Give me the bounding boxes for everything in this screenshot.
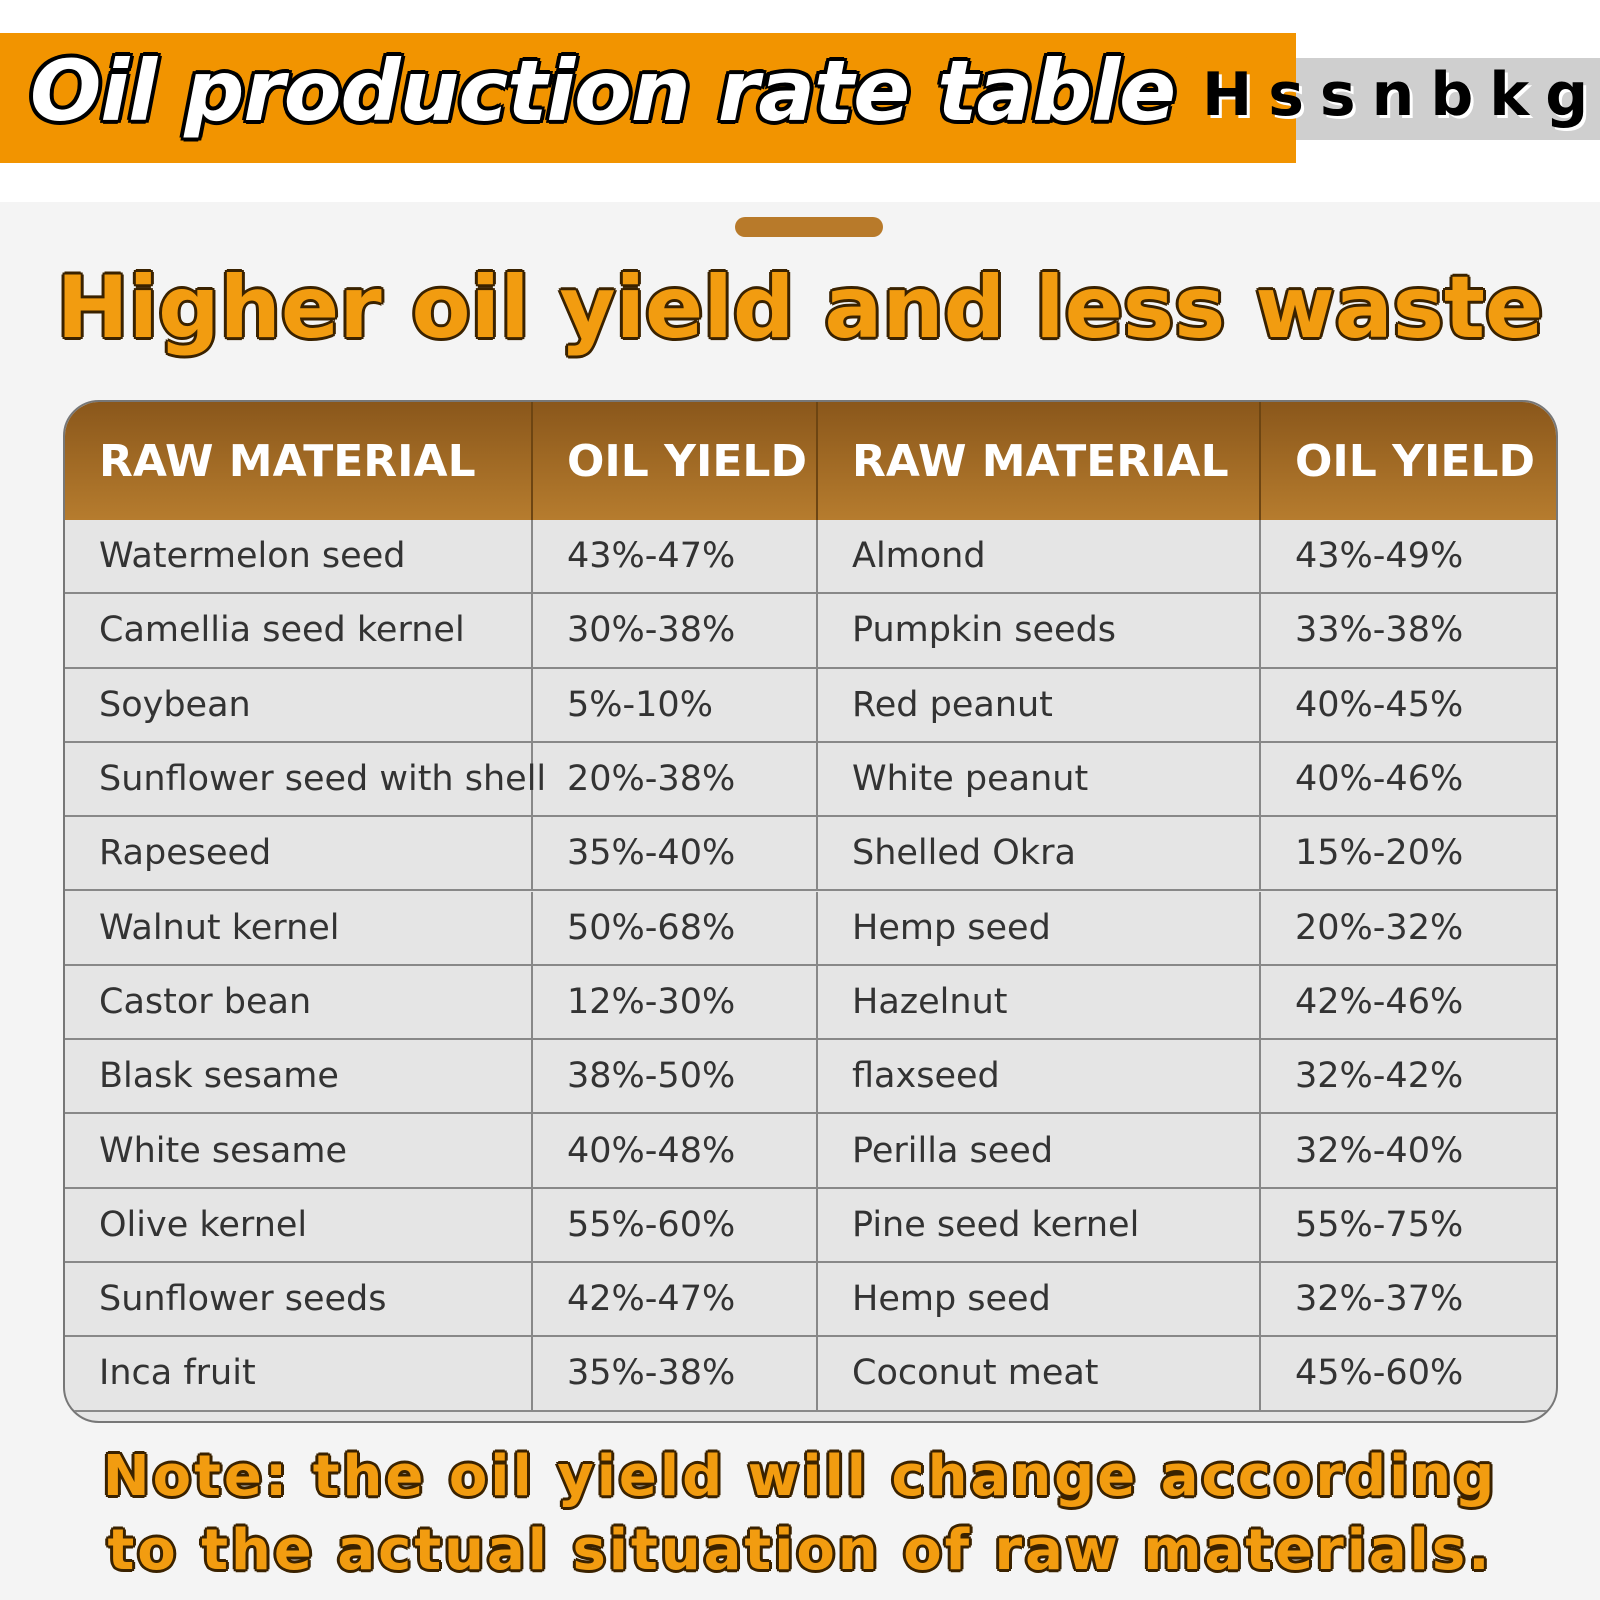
brand: Hssnbkg bbox=[1202, 60, 1600, 130]
table-cell: Almond bbox=[818, 520, 1261, 595]
table-row: Sunflower seed with shell 20%-38% White pe… bbox=[65, 742, 1556, 818]
table-cell: 15%-20% bbox=[1261, 817, 1556, 892]
table-row: Sunflower seeds 42%-47% Hemp seed 32%-37% bbox=[65, 1263, 1556, 1338]
table-cell: 35%-40% bbox=[533, 817, 818, 892]
table-cell: 32%-42% bbox=[1261, 1040, 1556, 1115]
divider-pill bbox=[735, 217, 883, 237]
table-cell: 43%-47% bbox=[533, 520, 818, 595]
table-cell: Hazelnut bbox=[818, 965, 1261, 1041]
table-cell: 55%-60% bbox=[533, 1188, 818, 1263]
table-row: Walnut kernel 50%-68% Hemp seed 20%-32% bbox=[65, 891, 1556, 966]
table-cell: 40%-46% bbox=[1261, 743, 1556, 818]
table-cell: 40%-45% bbox=[1261, 669, 1556, 743]
title-banner bbox=[0, 33, 1296, 163]
header-cell: RAW MATERIAL bbox=[65, 402, 533, 520]
table-cell: 30%-38% bbox=[533, 594, 818, 669]
table-cell: Castor bean bbox=[65, 965, 533, 1041]
table-cell: Soybean bbox=[65, 668, 533, 743]
table-row: Inca fruit 35%-38% Coconut meat 45%-60% bbox=[65, 1337, 1556, 1412]
table-cell: 42%-47% bbox=[533, 1263, 818, 1338]
table-cell: Olive kernel bbox=[65, 1188, 533, 1263]
table-cell: 32%-40% bbox=[1261, 1114, 1556, 1189]
table-cell: Hemp seed bbox=[818, 1263, 1261, 1338]
table-cell: Coconut meat bbox=[818, 1337, 1261, 1412]
table-row: Olive kernel 55%-60% Pine seed kernel 55%-7… bbox=[65, 1188, 1556, 1263]
title: Oil production rate table bbox=[30, 42, 1176, 140]
table-cell: 20%-38% bbox=[533, 742, 818, 818]
table-cell: 33%-38% bbox=[1261, 594, 1556, 669]
table-cell: 32%-37% bbox=[1261, 1263, 1556, 1338]
table-cell: Sunflower seed with shell bbox=[65, 742, 546, 818]
table-cell: 38%-50% bbox=[533, 1040, 818, 1115]
table-cell: Shelled Okra bbox=[818, 817, 1261, 892]
table-cell: White sesame bbox=[65, 1114, 533, 1189]
table-cell: 43%-49% bbox=[1261, 520, 1556, 595]
header-cell: OIL YIELD bbox=[533, 402, 818, 520]
header-cell: RAW MATERIAL bbox=[818, 402, 1261, 520]
table-row: Camellia seed kernel 30%-38% Pumpkin seeds… bbox=[65, 594, 1556, 669]
table-cell: 55%-75% bbox=[1261, 1189, 1556, 1263]
table-row: White sesame 40%-48% Perilla seed 32%-40% bbox=[65, 1114, 1556, 1189]
note: Note: the oil yield will change accordin… bbox=[102, 1444, 1498, 1583]
table-cell: White peanut bbox=[818, 742, 1261, 818]
table-cell: Sunflower seeds bbox=[65, 1263, 533, 1338]
table-row: Blask sesame 38%-50% flaxseed 32%-42% bbox=[65, 1040, 1556, 1115]
table-cell: 50%-68% bbox=[533, 891, 818, 966]
table: RAW MATERIAL OIL YIELD RAW MATERIAL OIL YIE… bbox=[63, 400, 1558, 1423]
table-cell: 35%-38% bbox=[533, 1337, 818, 1412]
table-cell: Perilla seed bbox=[818, 1114, 1261, 1189]
table-cell: Pine seed kernel bbox=[818, 1188, 1261, 1263]
table-cell: Pumpkin seeds bbox=[818, 594, 1261, 669]
table-cell: Blask sesame bbox=[65, 1040, 533, 1115]
table-cell: 12%-30% bbox=[533, 965, 818, 1041]
table-cell: flaxseed bbox=[818, 1040, 1261, 1115]
table-cell: Red peanut bbox=[818, 668, 1261, 743]
table-row: Castor bean 12%-30% Hazelnut 42%-46% bbox=[65, 965, 1556, 1041]
banner-arrow bbox=[1184, 33, 1296, 163]
table-cell: Rapeseed bbox=[65, 817, 533, 892]
table-row: Watermelon seed 43%-47% Almond 43%-49% bbox=[65, 520, 1556, 595]
table-cell: Inca fruit bbox=[65, 1337, 533, 1412]
heading: Higher oil yield and less waste bbox=[56, 258, 1544, 358]
table-cell: 45%-60% bbox=[1261, 1337, 1556, 1412]
table-cell: Watermelon seed bbox=[65, 520, 533, 595]
table-row: Rapeseed 35%-40% Shelled Okra 15%-20% bbox=[65, 817, 1556, 892]
table-cell: 42%-46% bbox=[1261, 966, 1556, 1041]
header-row: RAW MATERIAL OIL YIELD RAW MATERIAL OIL YIE… bbox=[65, 402, 1556, 520]
table-row: Soybean 5%-10% Red peanut 40%-45% bbox=[65, 668, 1556, 743]
table-cell: Hemp seed bbox=[818, 891, 1261, 966]
table-cell: 5%-10% bbox=[533, 668, 818, 743]
table-cell: Camellia seed kernel bbox=[65, 594, 533, 669]
table-cell: Walnut kernel bbox=[65, 891, 533, 966]
table-cell: 20%-32% bbox=[1261, 892, 1556, 966]
header-cell: OIL YIELD bbox=[1295, 435, 1535, 487]
table-cell: 40%-48% bbox=[533, 1114, 818, 1189]
